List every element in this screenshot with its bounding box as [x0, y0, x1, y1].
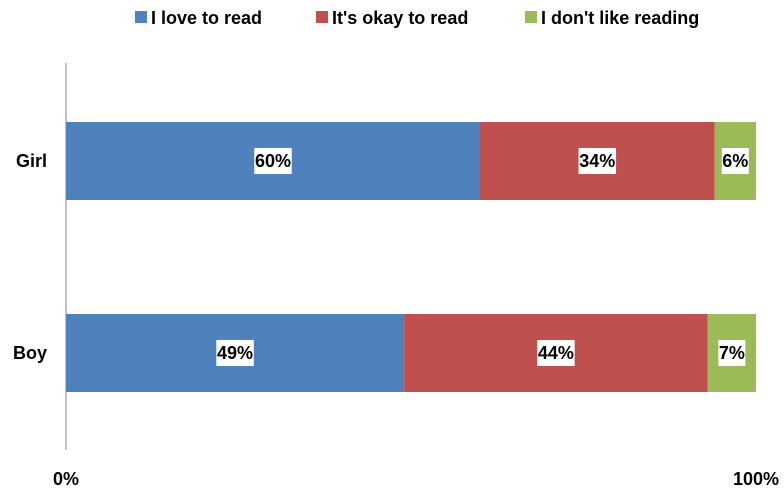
data-label-boy-it-s-okay-to-read: 44% [538, 343, 574, 363]
data-label-boy-i-love-to-read: 49% [217, 343, 253, 363]
x-tick-label-0: 0% [53, 469, 79, 488]
data-label-box-girl-i-don-t-like-reading [721, 148, 749, 174]
data-label-box-girl-i-love-to-read [254, 148, 292, 174]
legend-item-i-love-to-read: I love to read [135, 8, 262, 28]
legend-swatch-i-don-t-like-reading [525, 11, 537, 23]
category-label-girl: Girl [16, 151, 47, 171]
data-label-girl-it-s-okay-to-read: 34% [579, 151, 615, 171]
data-label-box-boy-i-love-to-read [216, 340, 254, 366]
category-label-boy: Boy [13, 343, 47, 363]
bars-group [66, 122, 756, 392]
data-label-girl-i-don-t-like-reading: 6% [722, 151, 748, 171]
x-tick-label-1: 100% [733, 469, 779, 488]
legend-item-it-s-okay-to-read: It's okay to read [316, 8, 468, 28]
data-label-box-boy-it-s-okay-to-read [537, 340, 575, 366]
legend-label-it-s-okay-to-read: It's okay to read [332, 8, 468, 28]
data-label-boy-i-don-t-like-reading: 7% [719, 343, 745, 363]
data-label-box-boy-i-don-t-like-reading [718, 340, 746, 366]
data-label-box-girl-it-s-okay-to-read [578, 148, 617, 174]
data-label-girl-i-love-to-read: 60% [255, 151, 291, 171]
legend-label-i-love-to-read: I love to read [151, 8, 262, 28]
legend-item-i-don-t-like-reading: I don't like reading [525, 8, 699, 28]
legend-swatch-i-love-to-read [135, 11, 147, 23]
legend-label-i-don-t-like-reading: I don't like reading [541, 8, 699, 28]
legend-swatch-it-s-okay-to-read [316, 11, 328, 23]
legend: I love to read It's okay to read I don't l… [135, 8, 699, 28]
x-tick-labels: 0% 100% [53, 469, 779, 488]
data-labels: 60% 34% 6% 49% 44% 7% [216, 148, 749, 366]
category-labels: Girl Boy [13, 151, 47, 363]
